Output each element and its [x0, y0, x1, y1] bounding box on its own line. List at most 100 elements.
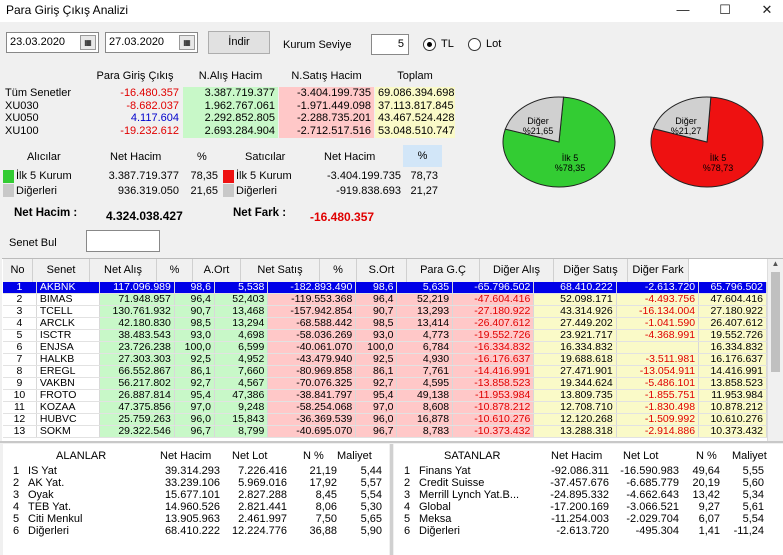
table-row[interactable]: 12 HUBVC 25.759.263 96,0 15,843 -36.369.539 96… [3, 413, 767, 426]
table-row[interactable]: 7 HALKB 27.303.303 92,5 4,952 -43.479.940 92,5… [3, 353, 767, 366]
list-cell: -16.590.983 [620, 465, 679, 477]
scroll-thumb[interactable] [771, 272, 780, 372]
table-cell: 96,0 [174, 413, 215, 426]
main-column-header[interactable]: Diğer Alış [480, 259, 554, 282]
list-item[interactable]: 2 Credit Suisse -37.457.676 -6.685.779 20,19… [398, 477, 767, 489]
maximize-button[interactable]: ☐ [719, 2, 731, 17]
radio-tl-label: TL [441, 38, 454, 50]
table-cell: -11.953.984 [452, 389, 535, 402]
list-item[interactable]: 2 AK Yat. 33.239.106 5.969.016 17,92 5,57 [7, 477, 385, 489]
summary-row-label: XU100 [5, 125, 39, 137]
main-column-header[interactable]: Net Alış [90, 259, 157, 282]
table-cell: 8 [3, 365, 37, 378]
table-cell: 13.809.735 [533, 389, 617, 402]
list-item[interactable]: 4 Global -17.200.169 -3.066.521 9,27 5,61 [398, 501, 767, 513]
table-row[interactable]: 10 FROTO 26.887.814 95,4 47,386 -38.841.797 95… [3, 389, 767, 402]
radio-lot[interactable] [468, 38, 481, 51]
pie-slice-diger [504, 96, 565, 143]
list-item[interactable]: 6 Diğerleri 68.410.222 12.224.776 36,88 5,90 [7, 525, 385, 537]
calendar-icon[interactable]: ▦ [179, 35, 195, 50]
main-column-header[interactable]: S.Ort [357, 259, 407, 282]
list-cell: Diğerleri [419, 525, 460, 537]
sellers-broker-table: 1 Finans Yat -92.086.311 -16.590.983 49,64 5,… [398, 465, 767, 537]
table-cell: -16.176.637 [452, 353, 535, 366]
list-item[interactable]: 1 Finans Yat -92.086.311 -16.590.983 49,64 5,… [398, 465, 767, 477]
list-item[interactable]: 6 Diğerleri -2.613.720 -495.304 1,41 -11,24 [398, 525, 767, 537]
senet-bul-label: Senet Bul [9, 237, 57, 249]
senet-bul-input[interactable] [86, 230, 160, 252]
kurum-seviye-input[interactable]: 5 [371, 34, 409, 55]
calendar-icon[interactable]: ▦ [80, 35, 96, 50]
table-cell: -80.969.858 [267, 365, 357, 378]
main-column-header[interactable]: % [320, 259, 357, 282]
table-cell: -1.830.498 [616, 401, 700, 414]
date-from-picker[interactable]: 23.03.2020 ▦ [6, 32, 99, 53]
list-cell: 5,60 [742, 477, 764, 489]
list-cell: 1 [12, 465, 20, 477]
list-cell: 7,50 [315, 513, 337, 525]
main-scrollbar[interactable]: ▲ [767, 259, 783, 442]
table-row[interactable]: 1 AKBNK 117.096.989 98,6 5,538 -182.893.490 98… [3, 282, 767, 294]
table-row[interactable]: 2 BIMAS 71.948.957 96,4 52,403 -119.553.368 96… [3, 293, 767, 306]
table-cell: 4,567 [214, 377, 269, 390]
table-cell: ARCLK [36, 317, 101, 330]
buyers-title: Alıcılar [27, 151, 61, 163]
list-item[interactable]: 3 Merrill Lynch Yat.B... -24.895.332 -4.662… [398, 489, 767, 501]
list-item[interactable]: 5 Meksa -11.254.003 -2.029.704 6,07 5,54 [398, 513, 767, 525]
table-row[interactable]: 8 EREGL 66.552.867 86,1 7,660 -80.969.858 86,1… [3, 365, 767, 378]
main-column-header[interactable]: A.Ort [193, 259, 241, 282]
list-cell: 68.410.222 [164, 525, 220, 537]
table-cell: 5,635 [396, 282, 454, 294]
list-cell: 4 [403, 501, 411, 513]
list-cell: 3 [12, 489, 20, 501]
table-cell: 68.410.222 [533, 282, 617, 294]
table-cell: -157.942.854 [267, 305, 357, 318]
list-item[interactable]: 1 IS Yat 39.314.293 7.226.416 21,19 5,44 [7, 465, 385, 477]
list-item[interactable]: 3 Oyak 15.677.101 2.827.288 8,45 5,54 [7, 489, 385, 501]
list-cell: -2.029.704 [626, 513, 679, 525]
table-cell: 29.322.546 [99, 425, 175, 438]
splitter[interactable] [0, 441, 783, 443]
main-column-header[interactable]: Senet [33, 259, 90, 282]
table-cell: 86,1 [355, 365, 398, 378]
main-column-header[interactable]: Diğer Satış [554, 259, 628, 282]
list-cell: 5,34 [742, 489, 764, 501]
summary-satis-cell: -2.712.517.516 [279, 125, 374, 138]
close-button[interactable]: ✕ [761, 2, 773, 17]
table-row[interactable]: 9 VAKBN 56.217.802 92,7 4,567 -70.076.325 92,7… [3, 377, 767, 390]
radio-tl[interactable] [423, 38, 436, 51]
table-row[interactable]: 3 TCELL 130.761.932 90,7 13,468 -157.942.854 9… [3, 305, 767, 318]
table-row[interactable]: 4 ARCLK 42.180.830 98,5 13,294 -68.588.442 98,… [3, 317, 767, 330]
title-bar [0, 0, 783, 22]
sellers-top5-pct: 78,73 [410, 170, 438, 182]
minimize-button[interactable]: — [676, 2, 690, 17]
main-column-header[interactable]: Para G.Ç [407, 259, 480, 282]
table-cell: 4,698 [214, 329, 269, 342]
list-item[interactable]: 5 Citi Menkul 13.905.963 2.461.997 7,50 5,65 [7, 513, 385, 525]
table-cell: 11 [3, 401, 37, 414]
table-row[interactable]: 5 ISCTR 38.483.543 93,0 4,698 -58.036.269 93,0… [3, 329, 767, 342]
table-cell: -47.604.416 [452, 293, 535, 306]
summary-row-label: XU050 [5, 112, 39, 124]
satanlar-n-pct-header: N % [696, 450, 717, 462]
main-column-header[interactable]: Diğer Fark [628, 259, 689, 282]
table-cell: 14.416.991 [698, 365, 767, 378]
main-column-header[interactable]: Net Satış [241, 259, 320, 282]
summary-alis-cell: 1.962.767.061 [183, 100, 278, 113]
sellers-net-header: Net Hacim [324, 151, 376, 163]
date-to-picker[interactable]: 27.03.2020 ▦ [105, 32, 198, 53]
table-row[interactable]: 6 ENJSA 23.726.238 100,0 6,599 -40.061.070 100… [3, 341, 767, 354]
list-cell: 8,45 [315, 489, 337, 501]
list-cell: 5,44 [360, 465, 382, 477]
table-cell: 47.604.416 [698, 293, 767, 306]
download-button[interactable]: İndir [208, 31, 270, 54]
pie-ilk-pct: %78,35 [555, 163, 586, 173]
main-column-header[interactable]: No [3, 259, 33, 282]
table-row[interactable]: 13 SOKM 29.322.546 96,7 8,799 -40.695.070 96,7… [3, 425, 767, 438]
list-item[interactable]: 4 TEB Yat. 14.960.526 2.821.441 8,06 5,30 [7, 501, 385, 513]
main-column-header[interactable]: % [157, 259, 193, 282]
scroll-up-icon[interactable]: ▲ [771, 259, 780, 268]
list-cell: -92.086.311 [551, 465, 609, 477]
table-row[interactable]: 11 KOZAA 47.375.856 97,0 9,248 -58.254.068 97,… [3, 401, 767, 414]
alanlar-maliyet-header: Maliyet [337, 450, 372, 462]
